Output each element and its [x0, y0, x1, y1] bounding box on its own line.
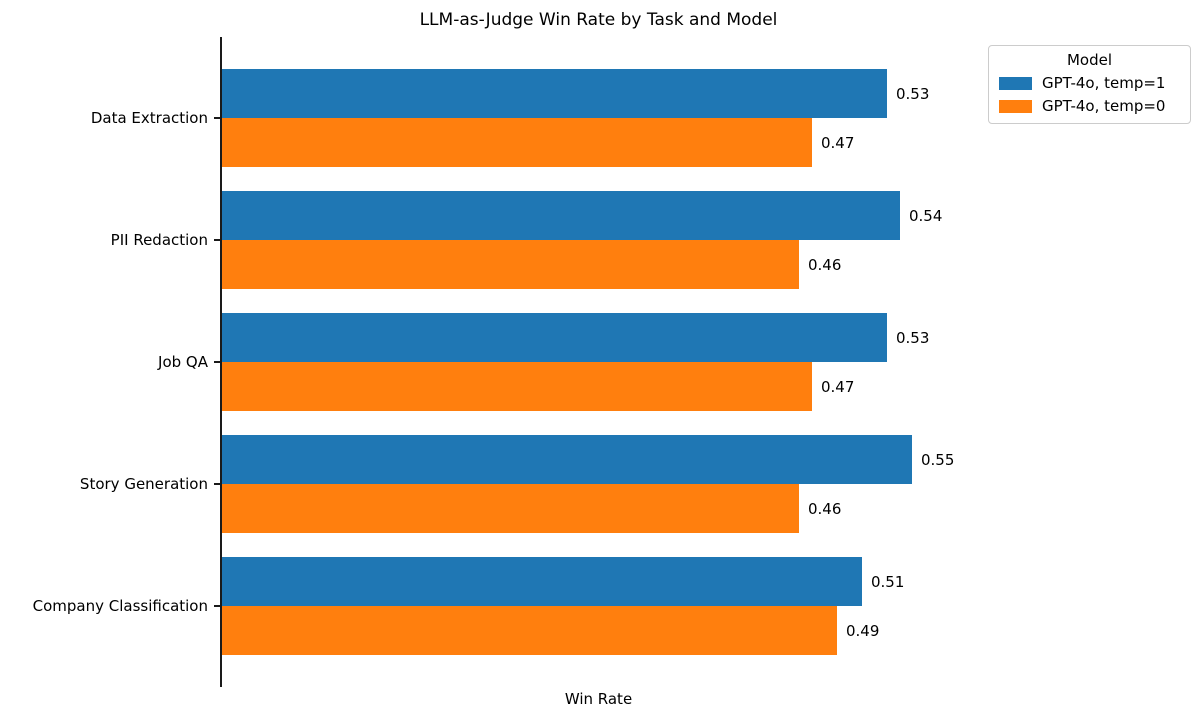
bar [222, 240, 799, 289]
legend-swatch [999, 76, 1032, 90]
bar [222, 191, 900, 240]
y-tick-mark [214, 239, 221, 241]
legend-entry: GPT-4o, temp=0 [999, 97, 1180, 115]
bar-value-label: 0.47 [821, 133, 855, 152]
y-axis-line [220, 37, 222, 687]
legend-entry-label: GPT-4o, temp=0 [1042, 97, 1166, 115]
bar [222, 484, 799, 533]
bar-value-label: 0.53 [896, 84, 930, 103]
bar-value-label: 0.53 [896, 328, 930, 347]
bar-value-label: 0.51 [871, 572, 905, 591]
y-tick-mark [214, 361, 221, 363]
legend-title: Model [1066, 51, 1113, 69]
bar-value-label: 0.46 [808, 255, 842, 274]
legend: Model GPT-4o, temp=1 GPT-4o, temp=0 [988, 45, 1191, 124]
bar [222, 118, 812, 167]
bar [222, 557, 862, 606]
legend-swatch [999, 99, 1032, 113]
category-label: Company Classification [32, 597, 208, 615]
bar-value-label: 0.54 [909, 206, 943, 225]
y-tick-mark [214, 605, 221, 607]
bar [222, 69, 887, 118]
chart-title: LLM-as-Judge Win Rate by Task and Model [419, 10, 778, 30]
category-label: PII Redaction [110, 231, 208, 249]
x-axis-label: Win Rate [564, 690, 633, 708]
category-label: Job QA [158, 353, 208, 371]
legend-entries: GPT-4o, temp=1 GPT-4o, temp=0 [999, 74, 1180, 115]
legend-entry-label: GPT-4o, temp=1 [1042, 74, 1166, 92]
category-label: Story Generation [79, 475, 208, 493]
bar [222, 435, 912, 484]
y-tick-mark [214, 117, 221, 119]
bar-value-label: 0.55 [921, 450, 955, 469]
bar [222, 606, 837, 655]
bar [222, 362, 812, 411]
bar-value-label: 0.49 [846, 621, 880, 640]
y-tick-mark [214, 483, 221, 485]
bar-value-label: 0.47 [821, 377, 855, 396]
legend-entry: GPT-4o, temp=1 [999, 74, 1180, 92]
bar-value-label: 0.46 [808, 499, 842, 518]
category-label: Data Extraction [90, 109, 208, 127]
bar [222, 313, 887, 362]
